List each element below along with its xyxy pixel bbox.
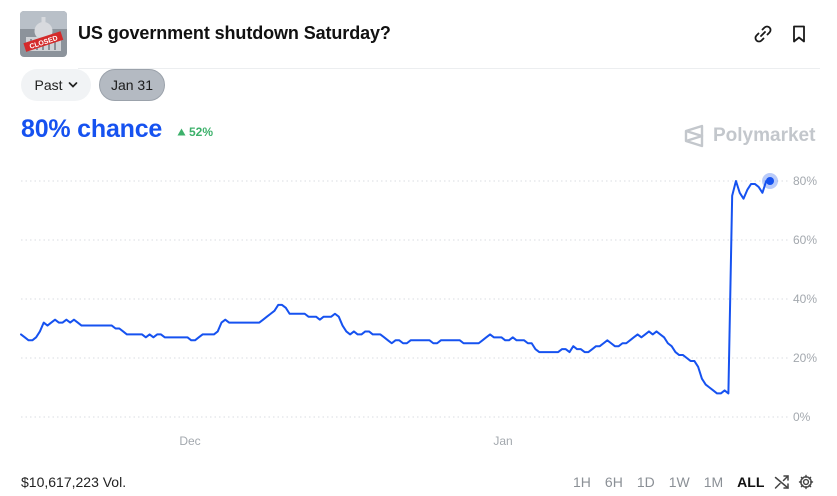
- range-1w-button[interactable]: 1W: [668, 474, 690, 490]
- market-title: US government shutdown Saturday?: [78, 23, 391, 43]
- last-point-marker[interactable]: [766, 177, 774, 185]
- range-1m-button[interactable]: 1M: [703, 474, 724, 490]
- y-tick-label: 20%: [793, 351, 817, 365]
- probability-line: [20, 180, 771, 395]
- brand-name: Polymarket: [713, 125, 816, 146]
- y-tick-label: 60%: [793, 233, 817, 247]
- date-chip-button[interactable]: Jan 31: [99, 69, 165, 101]
- market-header: CLOSED US government shutdown Saturday?: [20, 11, 820, 57]
- x-tick-label: Dec: [179, 434, 200, 448]
- chance-value: 80% chance: [21, 115, 163, 143]
- link-icon[interactable]: [752, 23, 774, 45]
- date-label: Jan 31: [110, 77, 154, 93]
- gear-icon[interactable]: [798, 474, 814, 490]
- x-tick-label: Jan: [493, 434, 512, 448]
- range-1d-button[interactable]: 1D: [636, 474, 655, 490]
- range-all-button[interactable]: ALL: [737, 474, 765, 490]
- time-range-selector: 1H 6H 1D 1W 1M ALL: [573, 474, 778, 490]
- y-tick-label: 40%: [793, 292, 817, 306]
- chance-delta: 52%: [177, 125, 213, 139]
- past-dropdown-button[interactable]: Past: [21, 69, 91, 101]
- range-1h-button[interactable]: 1H: [573, 474, 591, 490]
- y-tick-label: 80%: [793, 174, 817, 188]
- polymarket-logo-icon: [684, 124, 704, 148]
- market-thumbnail: CLOSED: [20, 11, 67, 57]
- y-tick-label: 0%: [793, 410, 811, 424]
- delta-value: 52%: [189, 125, 214, 139]
- triangle-up-icon: [177, 128, 186, 136]
- past-label: Past: [34, 77, 63, 93]
- price-chart[interactable]: 0% 20% 40% 60% 80% Dec Jan: [0, 160, 837, 455]
- header-divider: [78, 68, 820, 69]
- shuffle-icon[interactable]: [774, 474, 790, 490]
- bookmark-icon[interactable]: [788, 23, 810, 45]
- polymarket-watermark: Polymarket: [683, 124, 815, 148]
- range-6h-button[interactable]: 6H: [604, 474, 623, 490]
- chevron-down-icon: [68, 82, 77, 88]
- volume-label: $10,617,223 Vol.: [21, 474, 127, 490]
